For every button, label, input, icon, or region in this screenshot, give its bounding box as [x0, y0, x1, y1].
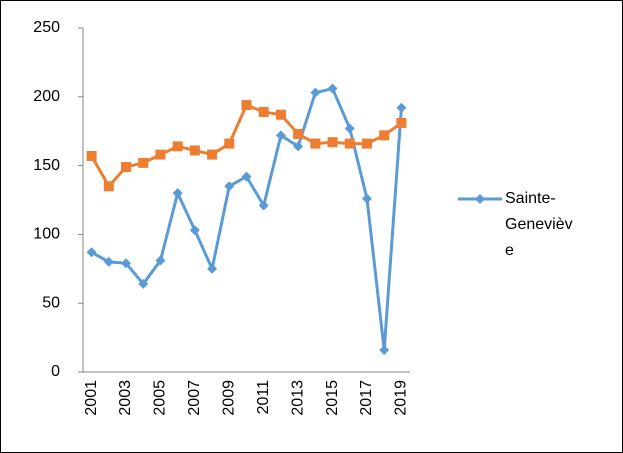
marker: [379, 130, 390, 141]
x-tick-label: 2003: [117, 380, 134, 416]
marker: [241, 100, 252, 111]
y-tick-label: 100: [33, 226, 60, 243]
y-tick-label: 0: [51, 363, 60, 380]
marker: [327, 137, 338, 148]
y-tick-label: 50: [42, 294, 60, 311]
x-tick-label: 2019: [393, 380, 410, 416]
marker: [189, 145, 200, 156]
x-tick-label: 2011: [255, 380, 272, 415]
marker: [224, 138, 235, 149]
marker: [138, 157, 149, 168]
marker: [361, 138, 372, 149]
y-tick-label: 200: [33, 88, 60, 105]
marker: [310, 87, 321, 98]
marker: [310, 138, 321, 149]
x-tick-label: 2005: [152, 380, 169, 416]
marker: [224, 181, 235, 192]
marker: [396, 117, 407, 128]
marker: [293, 128, 304, 139]
y-tick-label: 150: [33, 157, 60, 174]
marker: [275, 109, 286, 120]
x-tick-label: 2017: [358, 380, 375, 416]
marker: [189, 225, 200, 236]
legend-label: Sainte-Geneviève: [505, 190, 573, 259]
marker: [293, 141, 304, 152]
marker: [327, 83, 338, 94]
marker: [207, 263, 218, 274]
x-tick-label: 2007: [186, 380, 203, 416]
marker: [103, 256, 114, 267]
marker: [86, 247, 97, 258]
marker: [121, 258, 132, 269]
y-tick-label: 250: [33, 19, 60, 36]
marker: [361, 193, 372, 204]
marker: [172, 141, 183, 152]
marker: [344, 123, 355, 134]
marker: [155, 149, 166, 160]
marker: [207, 149, 218, 160]
marker: [258, 200, 269, 211]
marker: [86, 150, 97, 161]
marker: [344, 138, 355, 149]
marker: [379, 344, 390, 355]
marker: [275, 130, 286, 141]
marker: [241, 171, 252, 182]
marker: [121, 161, 132, 172]
marker: [396, 102, 407, 113]
marker: [155, 255, 166, 266]
marker: [103, 181, 114, 192]
marker: [172, 188, 183, 199]
marker: [258, 106, 269, 117]
x-tick-label: 2013: [289, 380, 306, 416]
x-tick-label: 2009: [221, 380, 238, 416]
marker: [138, 278, 149, 289]
x-tick-label: 2001: [83, 380, 100, 416]
x-tick-label: 2015: [324, 380, 341, 416]
marker: [475, 194, 485, 204]
